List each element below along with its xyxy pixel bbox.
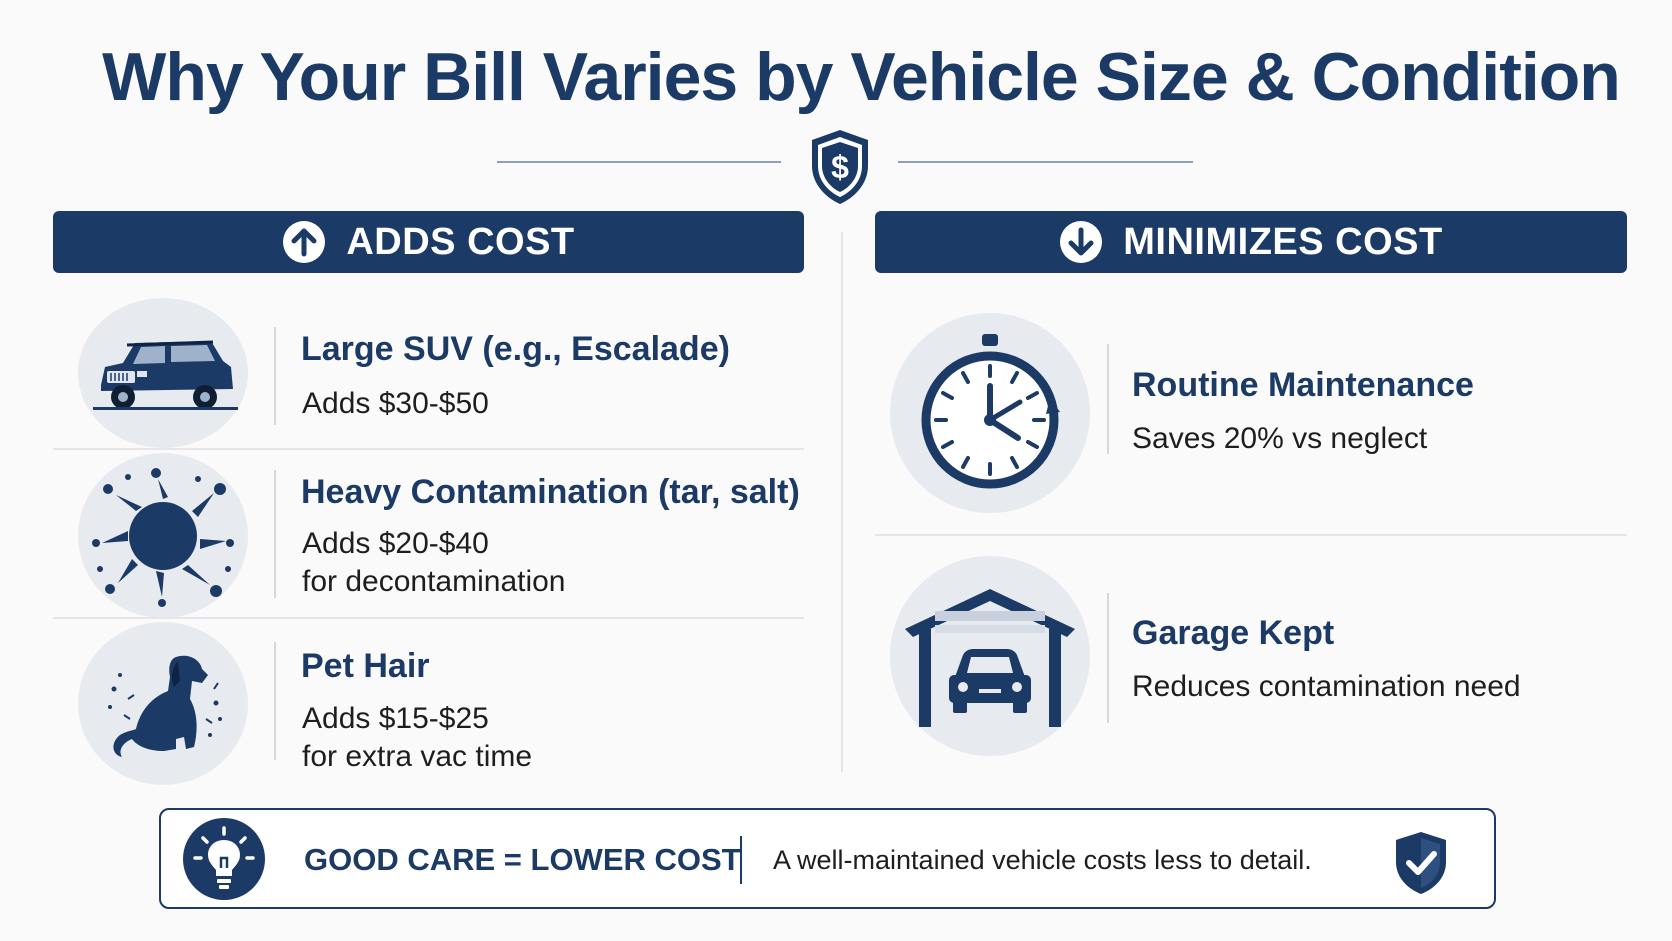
adds-cost-item-desc: for extra vac time bbox=[302, 740, 533, 773]
splatter-icon bbox=[92, 467, 234, 607]
footer-separator bbox=[740, 836, 742, 884]
dog-icon-circle bbox=[78, 622, 248, 785]
suv-icon-circle bbox=[78, 298, 248, 448]
page-title: Why Your Bill Varies by Vehicle Size & C… bbox=[102, 39, 1621, 115]
minimizes-cost-item-title: Garage Kept bbox=[1132, 614, 1335, 652]
garage-icon-circle bbox=[890, 556, 1090, 756]
splatter-icon-circle bbox=[78, 453, 248, 618]
minimizes-cost-item-desc: Saves 20% vs neglect bbox=[1132, 422, 1428, 455]
lightbulb-icon bbox=[193, 826, 255, 889]
arrow-down-circle-icon bbox=[1060, 221, 1103, 263]
item-divider bbox=[274, 470, 276, 598]
row-separator bbox=[53, 448, 804, 450]
suv-icon bbox=[93, 340, 238, 410]
stopwatch-icon bbox=[921, 334, 1060, 489]
dog-icon bbox=[108, 655, 222, 757]
arrow-up-circle-icon bbox=[283, 221, 326, 263]
adds-cost-item-desc: Adds $15-$25 bbox=[302, 702, 489, 735]
garage-icon bbox=[905, 589, 1075, 727]
shield-dollar-icon: $ bbox=[812, 130, 868, 204]
minimizes-cost-item-desc: Reduces contamination need bbox=[1132, 670, 1521, 703]
minimizes-cost-label: MINIMIZES COST bbox=[1123, 220, 1443, 263]
item-divider bbox=[1107, 344, 1109, 454]
minimizes-cost-header: MINIMIZES COST bbox=[875, 211, 1627, 273]
row-separator bbox=[875, 534, 1627, 536]
item-divider bbox=[274, 642, 276, 760]
adds-cost-label: ADDS COST bbox=[346, 220, 575, 263]
adds-cost-item-desc: for decontamination bbox=[302, 565, 566, 598]
title-divider-left bbox=[497, 161, 781, 163]
adds-cost-item-title: Heavy Contamination (tar, salt) bbox=[301, 473, 800, 511]
item-divider bbox=[274, 327, 276, 425]
adds-cost-item-desc: Adds $30-$50 bbox=[302, 387, 489, 420]
svg-text:$: $ bbox=[831, 149, 849, 185]
adds-cost-header: ADDS COST bbox=[53, 211, 804, 273]
stopwatch-icon-circle bbox=[890, 313, 1090, 513]
column-divider bbox=[841, 232, 843, 772]
footer-label: GOOD CARE = LOWER COST bbox=[304, 842, 741, 877]
item-divider bbox=[1107, 593, 1109, 723]
shield-check-icon bbox=[1396, 832, 1446, 894]
adds-cost-item-title: Pet Hair bbox=[301, 647, 430, 685]
lightbulb-icon-circle bbox=[183, 818, 265, 900]
title-divider-right bbox=[898, 161, 1193, 163]
adds-cost-item-desc: Adds $20-$40 bbox=[302, 527, 489, 560]
footer-text: A well-maintained vehicle costs less to … bbox=[773, 845, 1312, 875]
row-separator bbox=[53, 617, 804, 619]
minimizes-cost-item-title: Routine Maintenance bbox=[1132, 366, 1474, 404]
adds-cost-item-title: Large SUV (e.g., Escalade) bbox=[301, 330, 730, 368]
footer-banner: GOOD CARE = LOWER COST A well-maintained… bbox=[159, 808, 1496, 909]
